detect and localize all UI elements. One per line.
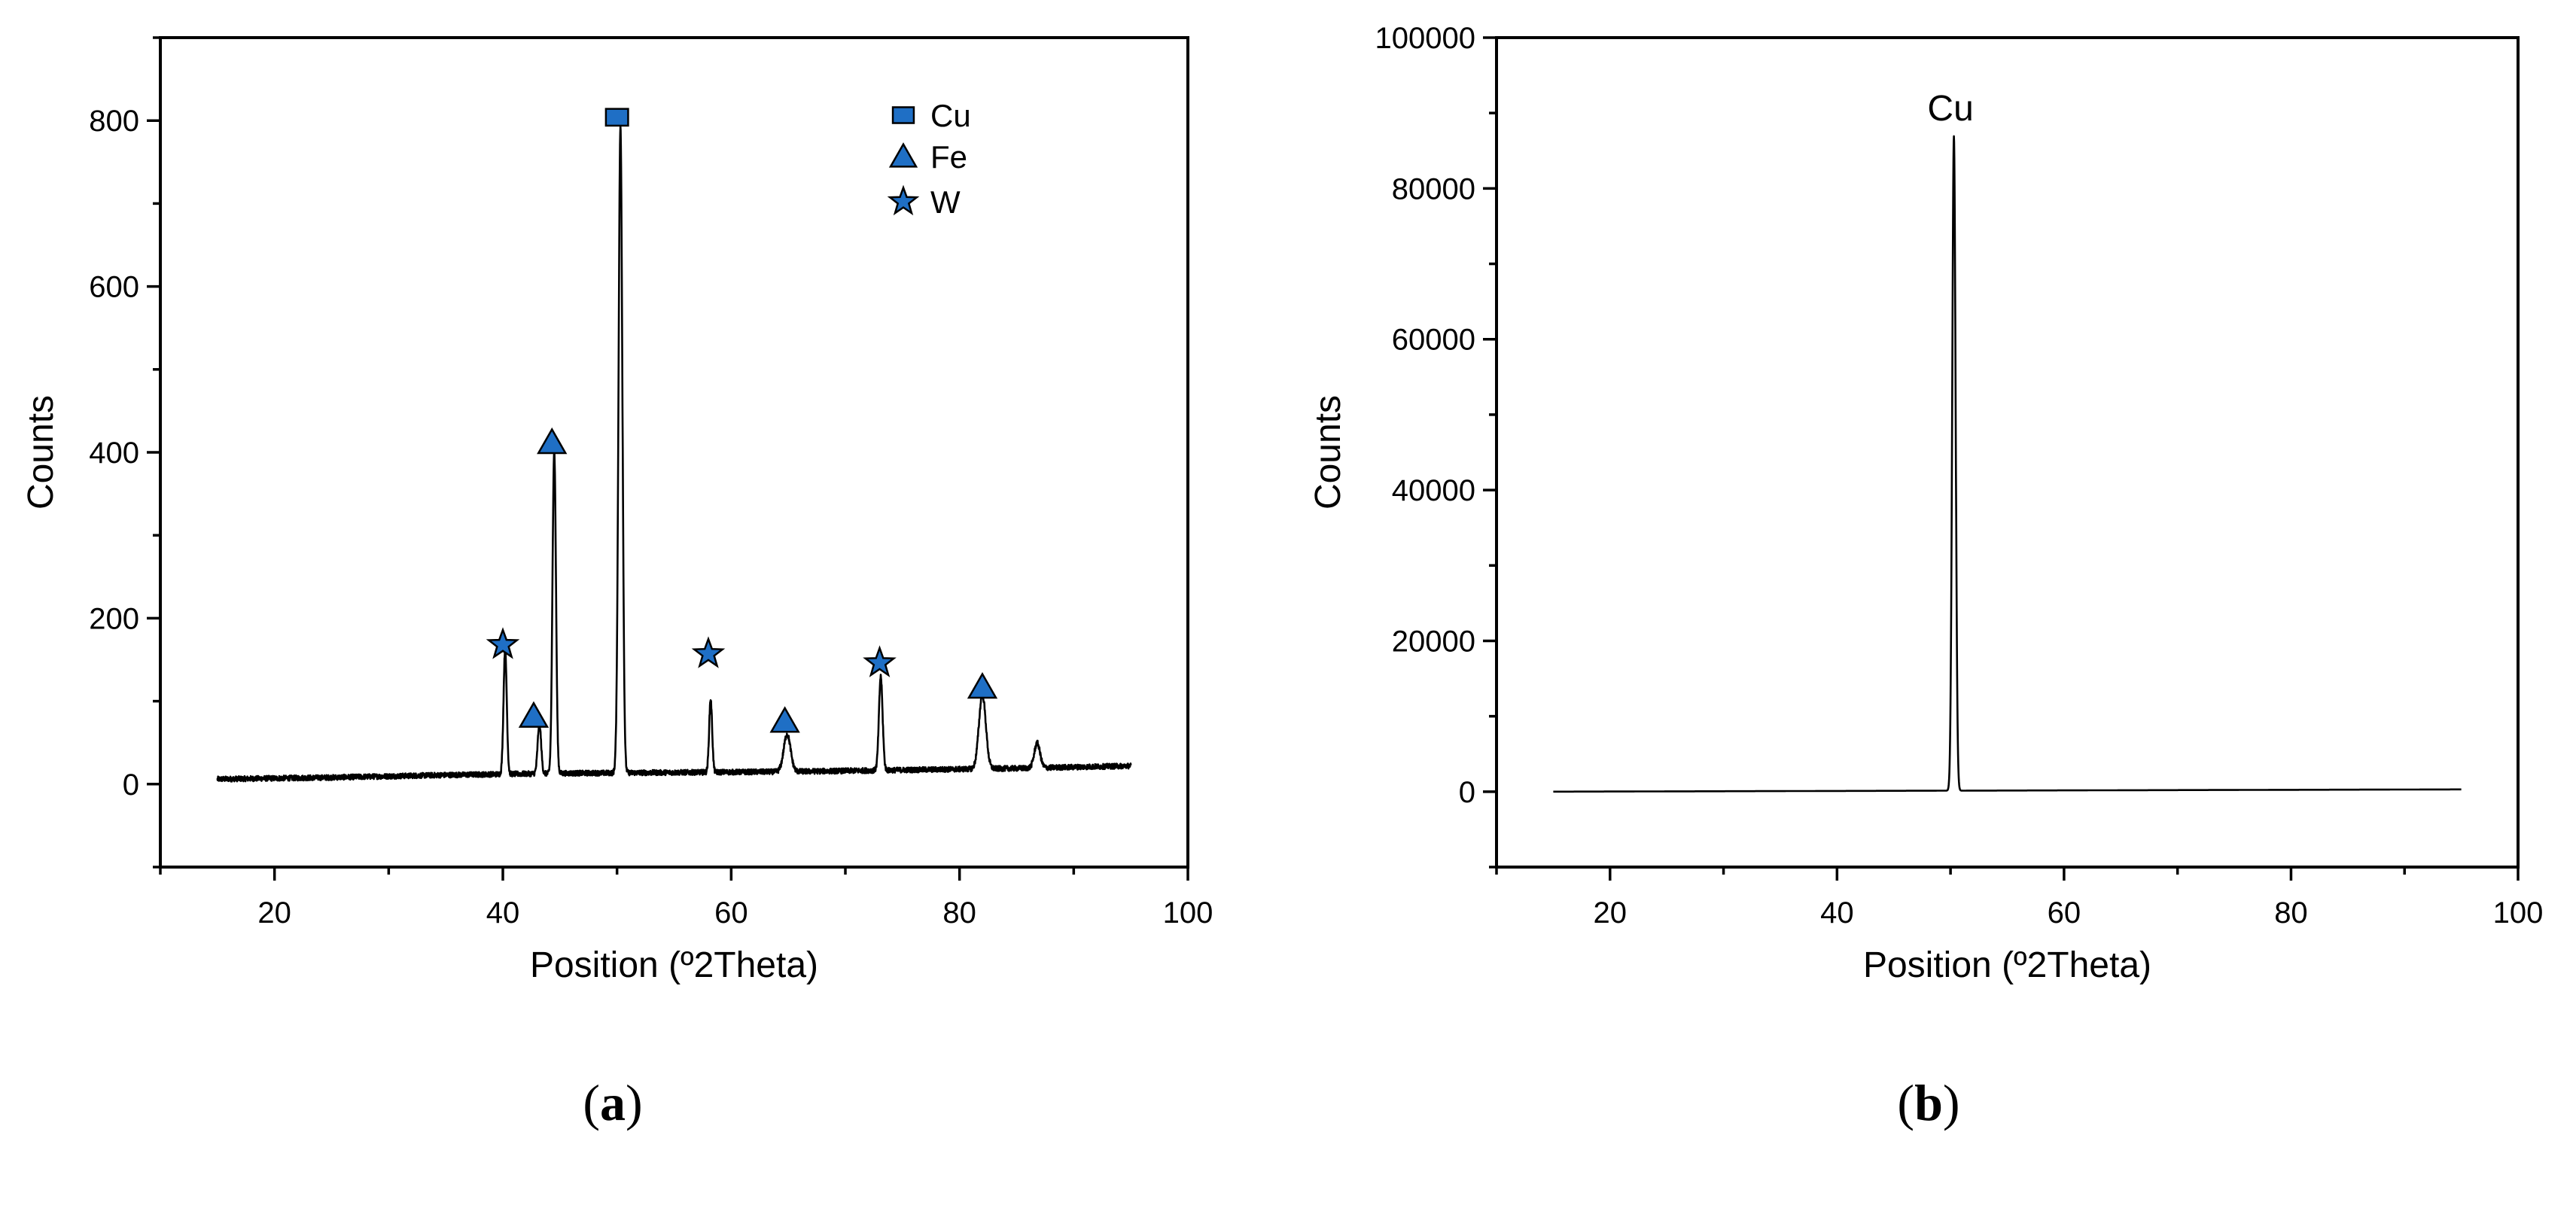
phase-marker-w	[863, 645, 897, 677]
x-tick-label: 100	[1163, 896, 1213, 930]
y-tick-label: 0	[123, 768, 139, 802]
legend-label: Cu	[930, 98, 971, 133]
x-tick-label: 80	[942, 896, 976, 930]
y-tick-label: 100000	[1375, 22, 1475, 55]
y-tick-label: 600	[89, 271, 139, 304]
y-axis-label: Counts	[21, 395, 61, 510]
chart-panel-a: 20 40 60 80 100 0 200 400 600 800 Cu Fe W Position…	[21, 36, 1213, 1131]
phase-marker-w	[691, 636, 726, 668]
phase-marker-fe	[537, 427, 568, 455]
xrd-pattern-line	[216, 125, 1132, 783]
y-tick-label: 800	[89, 105, 139, 138]
y-tick-label: 80000	[1392, 172, 1475, 205]
y-axis: 0 20000 40000 60000 80000 100000	[1375, 22, 1497, 869]
peak-annotations: Cu	[1927, 89, 1973, 129]
phase-marker-cu	[604, 108, 629, 127]
pattern-series-line	[1552, 135, 2462, 793]
y-tick-label: 60000	[1392, 324, 1475, 357]
y-axis: 0 200 400 600 800	[89, 36, 160, 869]
legend-label: W	[930, 184, 961, 220]
phase-marker-fe	[518, 701, 550, 728]
x-tick-label: 40	[486, 896, 520, 930]
x-tick-label: 60	[714, 896, 748, 930]
panel-label-b: (b)	[1897, 1074, 1959, 1131]
x-axis: 20 40 60 80 100	[1495, 867, 2544, 930]
phase-marker-fe	[967, 672, 998, 699]
x-tick-label: 20	[257, 896, 291, 930]
y-tick-label: 0	[1459, 776, 1475, 809]
legend-marker-fe	[888, 142, 918, 168]
y-tick-label: 400	[89, 437, 139, 470]
x-axis: 20 40 60 80 100	[159, 867, 1213, 930]
pattern-series-line	[216, 125, 1132, 783]
y-tick-label: 40000	[1392, 474, 1475, 507]
peak-annotation: Cu	[1927, 89, 1973, 129]
x-tick-label: 60	[2048, 896, 2081, 930]
y-tick-label: 200	[89, 602, 139, 635]
x-tick-label: 100	[2493, 896, 2544, 930]
legend-marker-w	[887, 184, 920, 216]
chart-panel-b: 20 40 60 80 100 020000400006000080000100000 …	[1308, 22, 2543, 1131]
panel-label-a: (a)	[583, 1074, 642, 1131]
x-axis-label: Position (º2Theta)	[530, 945, 818, 985]
legend-label: Fe	[930, 139, 967, 175]
plot-frame	[1495, 36, 2520, 869]
x-axis-label: Position (º2Theta)	[1863, 945, 2151, 985]
legend-marker-cu	[891, 106, 915, 124]
phase-marker-fe	[769, 706, 800, 733]
x-tick-label: 40	[1820, 896, 1854, 930]
x-tick-label: 20	[1594, 896, 1628, 930]
y-axis-label: Counts	[1308, 395, 1348, 510]
xrd-pattern-line	[1552, 135, 2462, 793]
phase-marker-w	[486, 627, 520, 659]
x-tick-label: 80	[2274, 896, 2308, 930]
plot-frame	[159, 36, 1189, 869]
phase-markers	[486, 108, 998, 733]
legend: Cu Fe W	[887, 98, 971, 220]
y-tick-label: 20000	[1392, 625, 1475, 658]
